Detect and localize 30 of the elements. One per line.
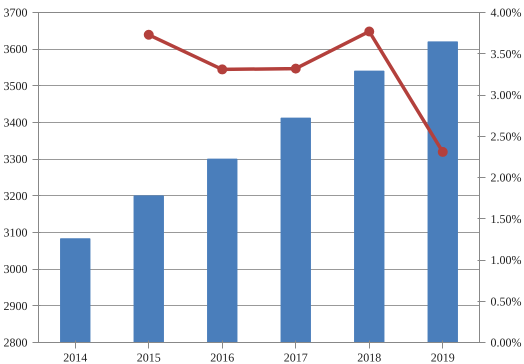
x-tick-label: 2016 — [210, 350, 234, 364]
y-tick-label: 2800 — [4, 336, 28, 350]
y2-tick-label: 0.00% — [490, 336, 522, 350]
point — [364, 26, 374, 36]
y-tick-label: 3300 — [4, 152, 28, 166]
x-tick-label: 2018 — [357, 350, 382, 364]
point — [438, 146, 448, 157]
y-tick-label: 3500 — [4, 78, 28, 93]
x-tick-label: 2017 — [284, 350, 308, 364]
y2-tick-label: 1.00% — [490, 253, 522, 267]
y2-tick-label: 1.50% — [490, 212, 522, 226]
y-tick-label: 3600 — [4, 42, 28, 56]
point — [144, 30, 154, 40]
y2-tick-label: 0.50% — [490, 294, 522, 308]
x-tick-label: 2014 — [63, 350, 88, 364]
point — [217, 64, 228, 74]
y-tick-label: 3100 — [4, 226, 28, 240]
y-tick-label: 3400 — [4, 116, 28, 130]
y2-tick-label: 3.50% — [490, 46, 522, 61]
y2-tick-label: 4.00% — [490, 6, 522, 20]
y2-tick-label: 2.50% — [490, 129, 522, 144]
point — [290, 64, 301, 74]
y-tick-label: 2900 — [4, 298, 28, 313]
y-tick-label: 3000 — [4, 262, 28, 276]
x-tick-label: 2019 — [430, 350, 455, 364]
y2-tick-label: 2.00% — [490, 170, 522, 184]
y-tick-label: 3200 — [4, 188, 28, 203]
y-tick-label: 3700 — [4, 6, 28, 20]
y2-tick-label: 3.00% — [490, 88, 522, 102]
x-tick-label: 2015 — [136, 350, 161, 364]
